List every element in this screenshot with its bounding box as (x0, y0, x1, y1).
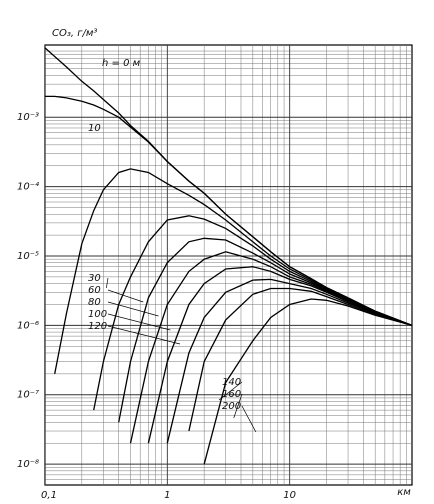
leader-line (107, 325, 181, 345)
curve (45, 95, 412, 327)
leader-line (241, 405, 257, 433)
leader-line (233, 393, 243, 419)
curve (188, 287, 412, 432)
y-tick-label: 10⁻⁷ (17, 390, 39, 401)
x-axis-label: км (397, 487, 411, 498)
x-tick-label: 1 (164, 490, 170, 501)
y-tick-label: 10⁻⁵ (17, 251, 39, 262)
x-tick-label: 10 (283, 490, 296, 501)
leader-line (218, 381, 243, 401)
curve (166, 278, 412, 444)
y-tick-label: 10⁻⁸ (17, 459, 39, 470)
curve-label: 120 (88, 321, 107, 332)
curve-label: 100 (88, 309, 107, 320)
leader-line (106, 277, 109, 289)
curve-label: 80 (88, 297, 101, 308)
curve-label: 160 (222, 389, 241, 400)
x-tick-label: 0,1 (41, 490, 57, 501)
curve-label: 140 (222, 377, 241, 388)
curve-label: 200 (222, 401, 241, 412)
curve-label: 60 (88, 285, 101, 296)
y-tick-label: 10⁻³ (17, 112, 39, 123)
curve (129, 251, 412, 444)
curve (54, 168, 412, 375)
leader-line (107, 313, 171, 331)
y-tick-label: 10⁻⁴ (17, 181, 39, 193)
curve-label: h = 0 м (102, 58, 141, 69)
curve-label: 10 (88, 123, 101, 134)
y-tick-label: 10⁻⁶ (17, 320, 39, 331)
curve-label: 30 (88, 273, 101, 284)
leader-line (107, 289, 144, 303)
curve (147, 266, 412, 444)
y-axis-label: CO₃, г/м³ (52, 28, 97, 39)
curve (203, 298, 412, 465)
leader-line (107, 301, 159, 317)
plot-frame (44, 44, 413, 486)
grid (45, 45, 412, 485)
curve (93, 215, 412, 411)
